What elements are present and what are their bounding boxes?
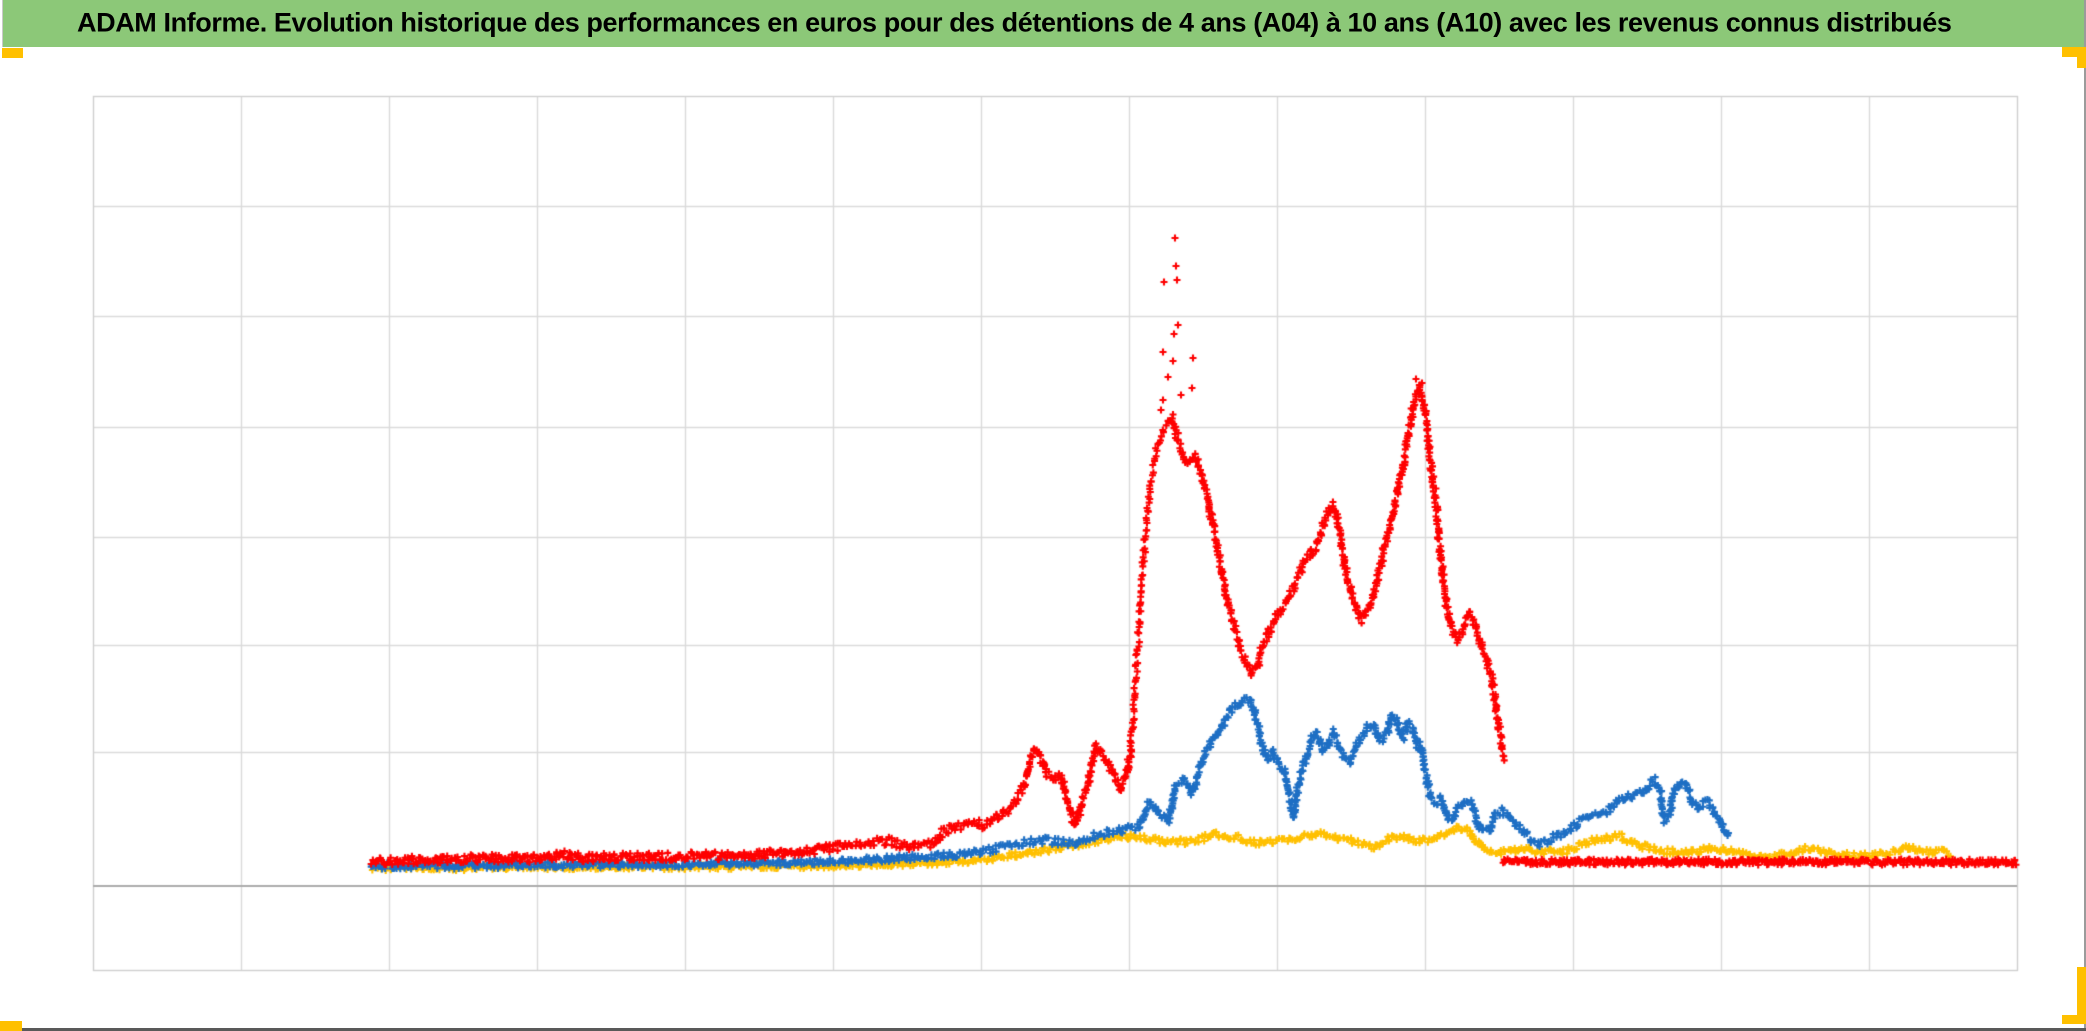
print-area-corner-bottom-right-icon xyxy=(2062,1015,2086,1024)
print-area-corner-top-right-icon xyxy=(2077,47,2086,68)
print-area-corner-top-right-icon xyxy=(2062,47,2086,57)
sheet-bottom-edge xyxy=(0,1028,2086,1031)
print-area-corner-bottom-right-icon xyxy=(2077,967,2086,1024)
print-area-corner-bottom-left-icon xyxy=(0,1021,22,1031)
print-area-corner-top-left-icon xyxy=(2,48,23,58)
sheet-right-edge xyxy=(2084,0,2086,1031)
